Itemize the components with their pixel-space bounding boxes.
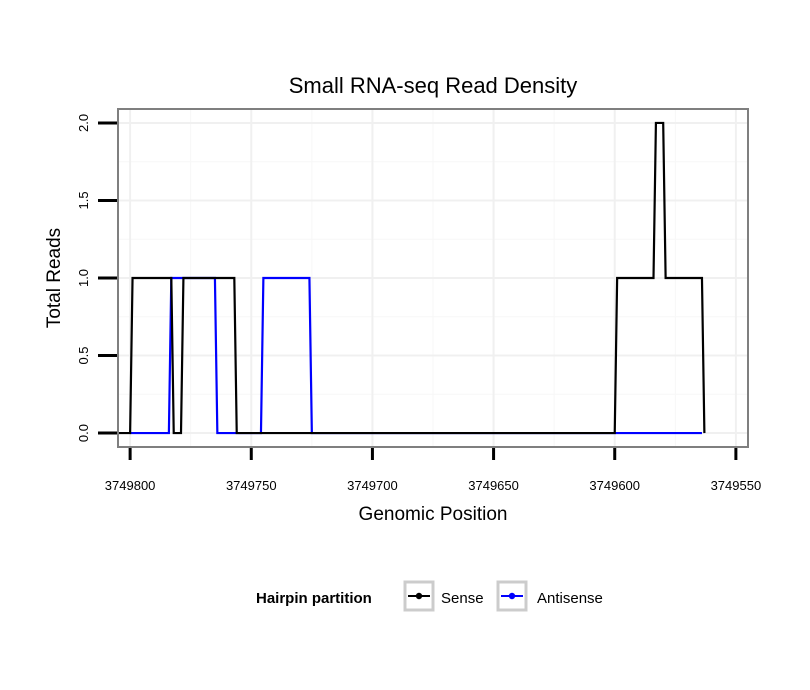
y-tick-label: 0.0 [76, 424, 91, 442]
legend-item-antisense: Antisense [496, 580, 603, 612]
y-tick-label: 1.0 [76, 269, 91, 287]
plot-panel-border [117, 108, 749, 448]
x-tick-label: 3749600 [589, 478, 640, 493]
x-tick-label: 3749550 [711, 478, 762, 493]
legend-title: Hairpin partition [256, 590, 372, 607]
y-tick-label: 0.5 [76, 346, 91, 364]
series-layer [118, 121, 706, 435]
x-tick-label: 3749650 [468, 478, 519, 493]
x-axis-label: Genomic Position [359, 504, 508, 525]
x-tick-label: 3749800 [105, 478, 156, 493]
y-axis-ticks: 0.0 0.5 1.0 1.5 2.0 [76, 114, 117, 442]
x-axis-ticks: 3749800 3749750 3749700 3749650 3749600 37495… [105, 448, 761, 493]
series-line-sense [118, 121, 706, 435]
y-axis-label: Total Reads [44, 228, 65, 328]
y-tick-label: 2.0 [76, 114, 91, 132]
x-tick-label: 3749700 [347, 478, 398, 493]
x-tick-label: 3749750 [226, 478, 277, 493]
y-tick-label: 1.5 [76, 191, 91, 209]
legend-item-sense: Sense [403, 580, 484, 612]
legend-label-antisense: Antisense [537, 590, 603, 607]
legend-point-sense [415, 592, 423, 600]
legend: Hairpin partition Sense Antisense [256, 580, 603, 612]
chart-title: Small RNA-seq Read Density [289, 73, 578, 98]
legend-point-antisense [508, 592, 516, 600]
legend-label-sense: Sense [441, 590, 484, 607]
